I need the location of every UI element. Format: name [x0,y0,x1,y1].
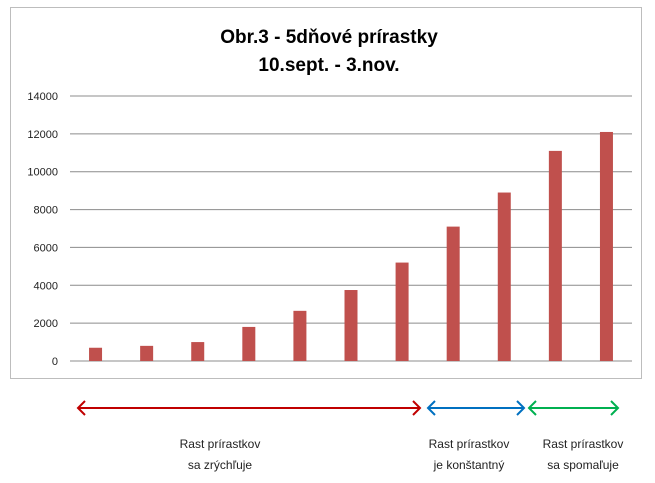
annotation-accelerating: Rast prírastkov sa zrýchľuje [145,434,295,476]
chart-title-line-2: 10.sept. - 3.nov. [258,55,399,76]
bar [446,226,460,361]
y-tick-label: 2000 [34,318,58,330]
bar [140,345,154,361]
annotation-constant: Rast prírastkov je konštantný [409,434,529,476]
y-tick-label: 14000 [27,91,58,103]
y-tick-label: 6000 [34,242,58,254]
bar [599,131,613,361]
annotation-arrow [426,400,526,416]
annotation-arrow [76,400,422,416]
y-tick-label: 4000 [34,280,58,292]
annotation-line-2: sa zrýchľuje [187,458,253,472]
chart-frame [10,7,642,379]
bar [548,150,562,361]
y-tick-label: 8000 [34,205,58,217]
annotation-line-2: sa spomaľuje [547,458,619,472]
bar [497,192,511,361]
bar [344,290,358,361]
y-tick-label: 12000 [27,129,58,141]
bar [293,310,307,361]
chart-title-line-1: Obr.3 - 5dňové prírastky [220,27,438,48]
bar [191,342,205,361]
annotation-line-1: Rast prírastkov [179,437,261,451]
annotation-slowing: Rast prírastkov sa spomaľuje [523,434,643,476]
bar [242,326,256,361]
annotation-line-2: je konštantný [433,458,505,472]
bar [89,347,103,361]
bar [395,262,409,361]
annotation-arrow [527,400,620,416]
y-tick-label: 10000 [27,167,58,179]
annotation-line-1: Rast prírastkov [542,437,624,451]
annotation-line-1: Rast prírastkov [428,437,510,451]
y-tick-label: 0 [52,356,58,368]
